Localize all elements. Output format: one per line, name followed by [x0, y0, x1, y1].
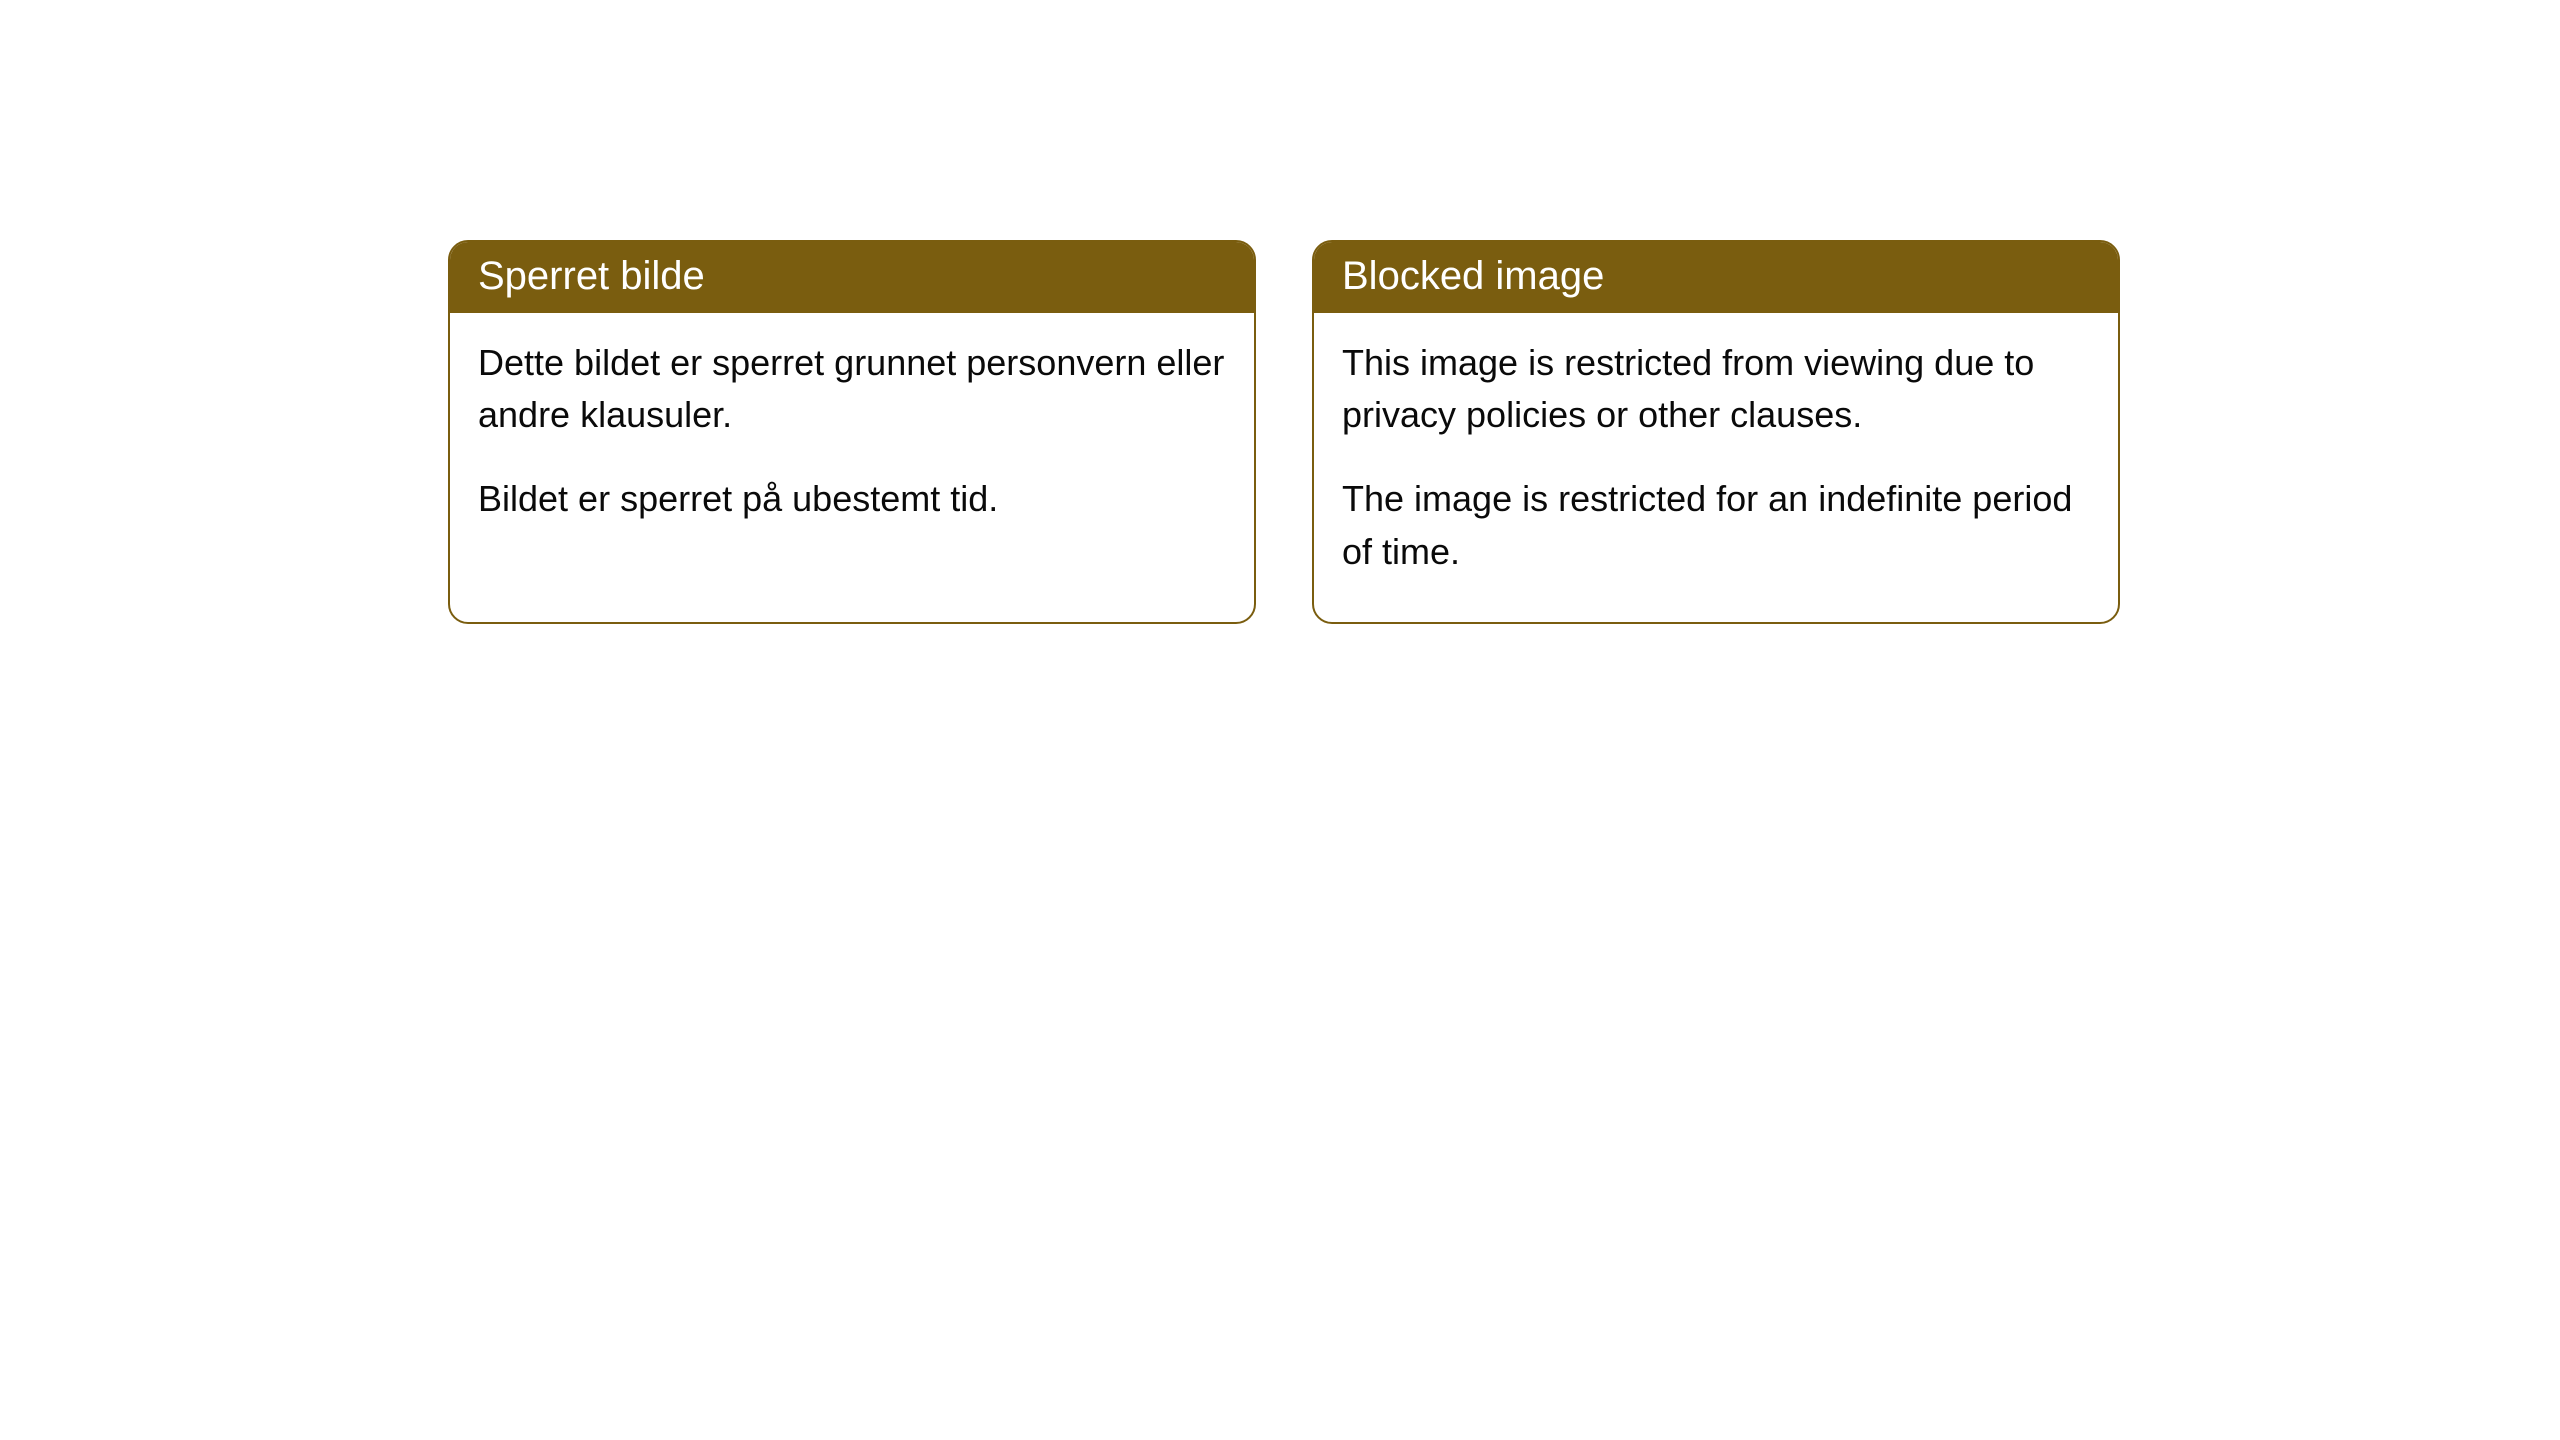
card-header: Sperret bilde: [450, 242, 1254, 313]
card-header: Blocked image: [1314, 242, 2118, 313]
notice-container: Sperret bilde Dette bildet er sperret gr…: [0, 0, 2560, 624]
notice-paragraph: Bildet er sperret på ubestemt tid.: [478, 473, 1226, 525]
notice-paragraph: Dette bildet er sperret grunnet personve…: [478, 337, 1226, 441]
notice-paragraph: This image is restricted from viewing du…: [1342, 337, 2090, 441]
notice-paragraph: The image is restricted for an indefinit…: [1342, 473, 2090, 577]
card-body: This image is restricted from viewing du…: [1314, 313, 2118, 622]
blocked-image-card-norwegian: Sperret bilde Dette bildet er sperret gr…: [448, 240, 1256, 624]
card-body: Dette bildet er sperret grunnet personve…: [450, 313, 1254, 570]
blocked-image-card-english: Blocked image This image is restricted f…: [1312, 240, 2120, 624]
